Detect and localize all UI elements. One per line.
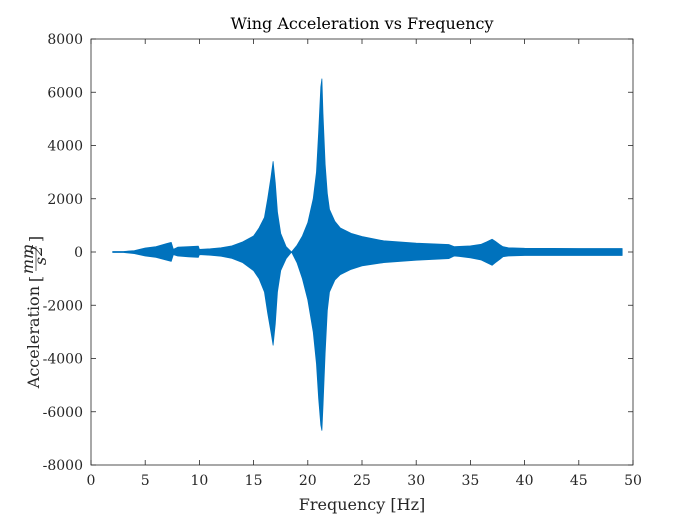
x-tick-label: 45 (570, 473, 588, 489)
x-tick-label: 5 (141, 473, 150, 489)
y-tick-label: -6000 (43, 405, 83, 421)
y-tick-label: 8000 (47, 32, 83, 48)
x-tick-label: 40 (516, 473, 534, 489)
x-tick-label: 30 (407, 473, 425, 489)
x-axis-title: Frequency [Hz] (299, 495, 426, 514)
x-tick-label: 20 (299, 473, 317, 489)
series-0-envelope (112, 78, 623, 431)
axis-ticks: 0 5 10 15 20 25 30 35 40 45 50 -8000 -6000 -4000 -2000… (43, 32, 642, 489)
y-axis-title-text: Acceleration (24, 286, 43, 389)
x-tick-label: 50 (624, 473, 642, 489)
x-tick-label: 0 (87, 473, 96, 489)
x-tick-label: 35 (461, 473, 479, 489)
y-axis-unit-denominator: s (31, 257, 50, 265)
y-axis-unit-exponent: 2 (27, 246, 46, 257)
y-tick-label: 6000 (47, 85, 83, 101)
x-tick-label: 15 (245, 473, 263, 489)
y-tick-label: -8000 (43, 458, 83, 474)
x-tick-label: 25 (353, 473, 371, 489)
plot-area (112, 78, 623, 431)
y-axis-unit-numerator: mm (18, 244, 37, 274)
y-axis-title: Acceleration [ mm s 2 ] (18, 236, 50, 389)
x-tick-label: 10 (190, 473, 208, 489)
y-tick-label: 4000 (47, 139, 83, 155)
chart-title: Wing Acceleration vs Frequency (230, 14, 493, 33)
y-tick-label: 2000 (47, 192, 83, 208)
y-tick-label: -4000 (43, 352, 83, 368)
y-axis-unit-open-bracket: [ (26, 276, 45, 282)
y-axis-unit-close-bracket: ] (26, 236, 45, 242)
y-tick-label: 0 (74, 245, 83, 261)
y-tick-label: -2000 (43, 298, 83, 314)
